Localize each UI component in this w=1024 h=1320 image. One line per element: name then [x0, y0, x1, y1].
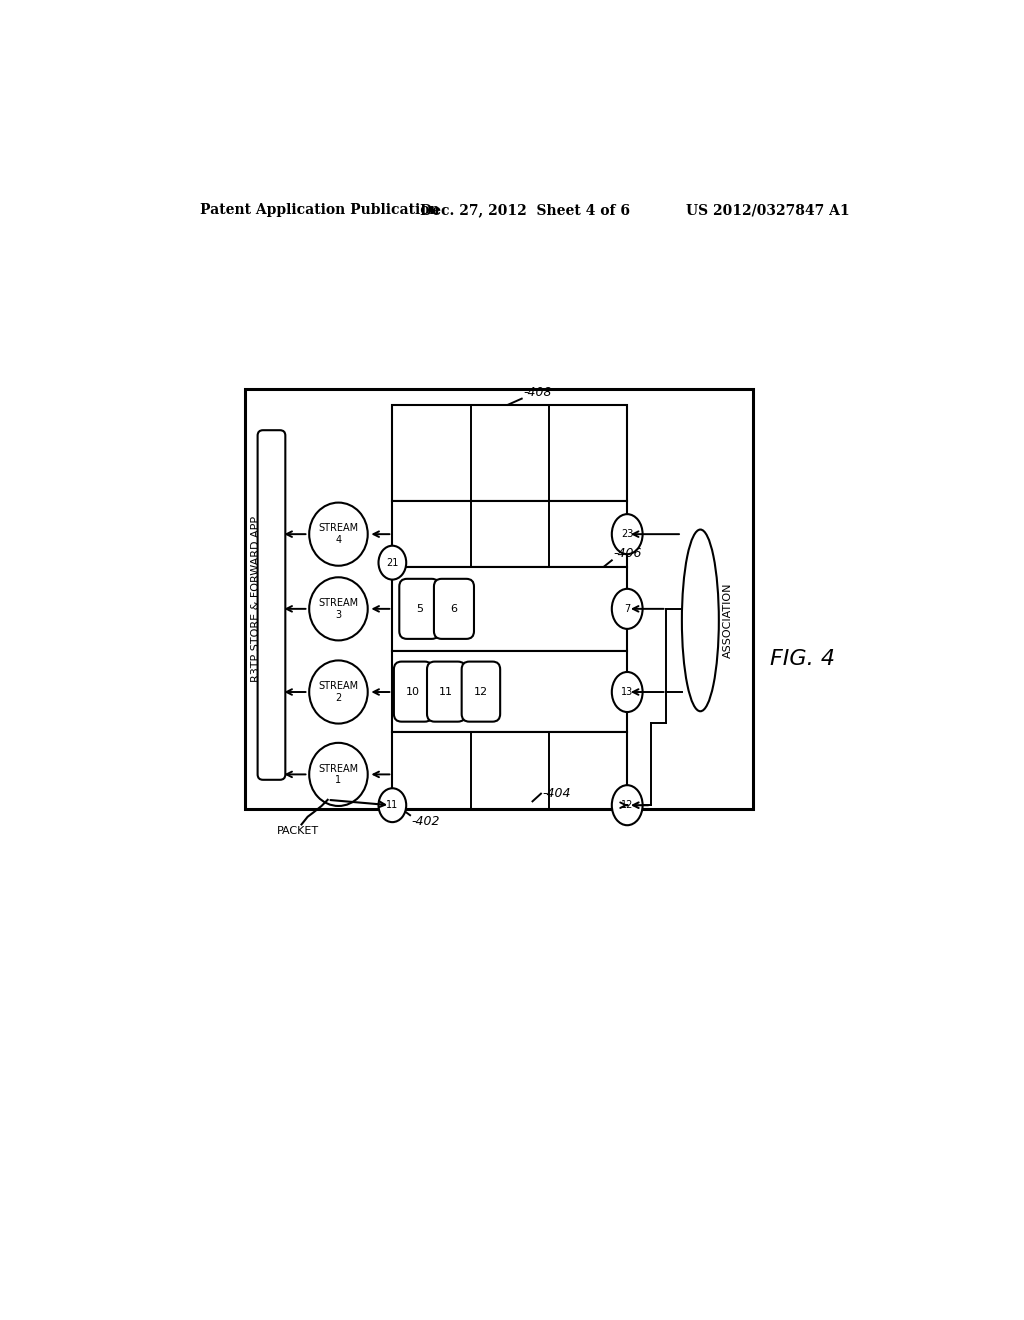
Text: Patent Application Publication: Patent Application Publication	[200, 203, 439, 216]
Text: FIG. 4: FIG. 4	[770, 649, 835, 669]
Bar	[392, 651, 628, 733]
Text: R3TP STORE & FORWARD APP: R3TP STORE & FORWARD APP	[251, 516, 261, 682]
Text: 10: 10	[407, 686, 420, 697]
Text: -406: -406	[613, 548, 642, 560]
Text: STREAM
4: STREAM 4	[318, 523, 358, 545]
FancyBboxPatch shape	[462, 661, 500, 722]
FancyBboxPatch shape	[427, 661, 466, 722]
Ellipse shape	[309, 503, 368, 566]
Text: -402: -402	[412, 816, 440, 828]
Ellipse shape	[611, 672, 643, 711]
FancyBboxPatch shape	[394, 661, 432, 722]
Text: PACKET: PACKET	[278, 826, 319, 836]
Text: 12: 12	[474, 686, 488, 697]
Text: Dec. 27, 2012  Sheet 4 of 6: Dec. 27, 2012 Sheet 4 of 6	[420, 203, 630, 216]
Text: 13: 13	[622, 686, 633, 697]
Bar	[392, 733, 628, 809]
Text: -408: -408	[523, 385, 552, 399]
Text: 23: 23	[621, 529, 634, 539]
Text: 5: 5	[416, 603, 423, 614]
Text: 6: 6	[451, 603, 458, 614]
Text: 7: 7	[624, 603, 631, 614]
Text: -404: -404	[543, 787, 571, 800]
Ellipse shape	[682, 529, 719, 711]
Bar	[392, 502, 628, 566]
Text: 21: 21	[386, 557, 398, 568]
Text: STREAM
3: STREAM 3	[318, 598, 358, 619]
Text: 11: 11	[439, 686, 454, 697]
FancyBboxPatch shape	[258, 430, 286, 780]
Text: ASSOCIATION: ASSOCIATION	[723, 582, 733, 659]
Ellipse shape	[309, 577, 368, 640]
Bar	[392, 566, 628, 651]
Ellipse shape	[611, 515, 643, 554]
Ellipse shape	[611, 785, 643, 825]
Bar	[245, 389, 753, 809]
Ellipse shape	[611, 589, 643, 628]
Ellipse shape	[309, 660, 368, 723]
Text: US 2012/0327847 A1: US 2012/0327847 A1	[686, 203, 850, 216]
Text: STREAM
2: STREAM 2	[318, 681, 358, 702]
Ellipse shape	[309, 743, 368, 807]
Text: 11: 11	[386, 800, 398, 810]
Ellipse shape	[379, 545, 407, 579]
Bar	[392, 405, 628, 502]
Ellipse shape	[379, 788, 407, 822]
Text: 12: 12	[621, 800, 634, 810]
FancyBboxPatch shape	[399, 578, 439, 639]
Text: STREAM
1: STREAM 1	[318, 763, 358, 785]
FancyBboxPatch shape	[434, 578, 474, 639]
